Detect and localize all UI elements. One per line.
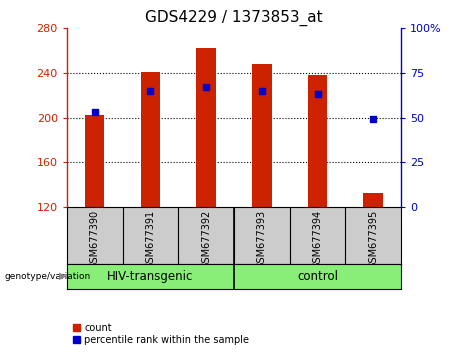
Text: GSM677393: GSM677393	[257, 210, 267, 269]
Text: GSM677394: GSM677394	[313, 210, 323, 269]
Text: ▶: ▶	[59, 271, 66, 281]
Text: genotype/variation: genotype/variation	[5, 272, 91, 281]
Bar	[308, 75, 327, 207]
Text: HIV-transgenic: HIV-transgenic	[107, 270, 194, 282]
Text: GSM677392: GSM677392	[201, 210, 211, 269]
Text: GSM677390: GSM677390	[90, 210, 100, 269]
Bar	[196, 48, 216, 207]
Title: GDS4229 / 1373853_at: GDS4229 / 1373853_at	[145, 9, 323, 25]
Text: GSM677395: GSM677395	[368, 210, 378, 269]
Bar	[252, 64, 272, 207]
Legend: count, percentile rank within the sample: count, percentile rank within the sample	[72, 322, 250, 346]
Text: control: control	[297, 270, 338, 282]
Bar	[141, 72, 160, 207]
Bar	[363, 193, 383, 207]
Text: GSM677391: GSM677391	[145, 210, 155, 269]
Bar	[85, 115, 105, 207]
